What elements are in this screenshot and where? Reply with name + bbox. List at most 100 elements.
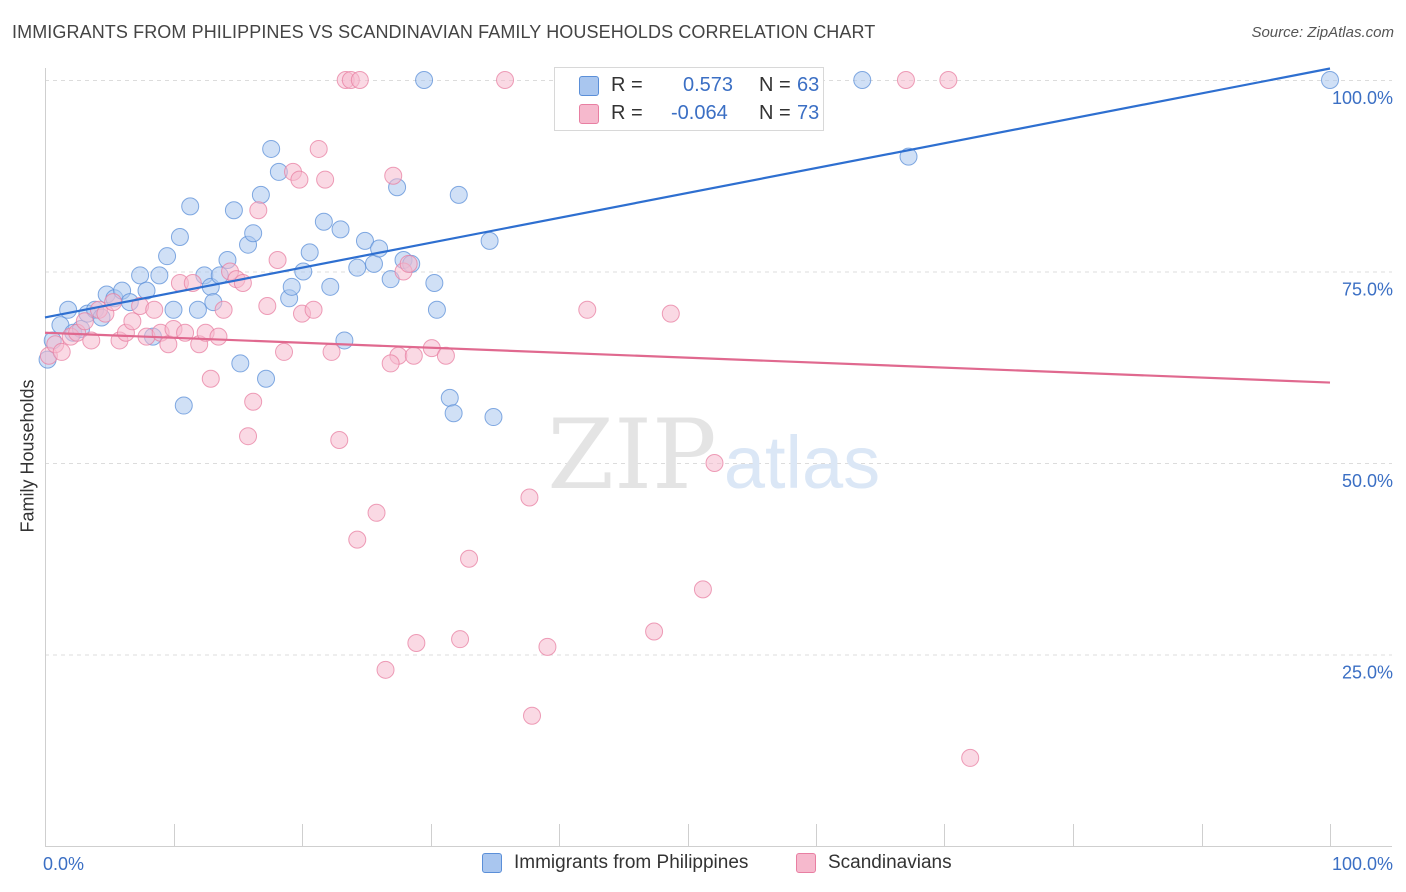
chart-title: IMMIGRANTS FROM PHILIPPINES VS SCANDINAV…: [12, 22, 876, 42]
trend-line-scandinavians: [44, 331, 1331, 384]
point-scandinavians: [145, 300, 164, 319]
point-scandinavians: [239, 427, 258, 446]
point-scandinavians: [290, 170, 309, 189]
point-philippines: [355, 231, 374, 250]
point-scandinavians: [961, 748, 980, 767]
point-philippines: [899, 147, 918, 166]
trend-lines: [44, 67, 1331, 384]
point-scandinavians: [330, 431, 349, 450]
watermark-atlas: atlas: [724, 421, 880, 504]
gridlines: [45, 80, 1392, 656]
point-philippines: [59, 300, 78, 319]
point-philippines: [188, 300, 207, 319]
point-philippines: [231, 354, 250, 373]
point-scandinavians: [645, 622, 664, 641]
point-philippines: [257, 369, 276, 388]
point-scandinavians: [244, 392, 263, 411]
point-philippines: [449, 185, 468, 204]
point-philippines: [331, 220, 350, 239]
point-scandinavians: [322, 342, 341, 361]
point-philippines: [150, 266, 169, 285]
point-philippines: [170, 228, 189, 247]
legend-r-value: 0.573: [683, 74, 734, 96]
point-philippines: [480, 231, 499, 250]
point-philippines: [364, 254, 383, 273]
point-scandinavians: [384, 166, 403, 185]
point-scandinavians: [578, 300, 597, 319]
point-scandinavians: [201, 369, 220, 388]
legend-r-label: R =: [611, 102, 643, 124]
tick-labels: 25.0% 50.0% 75.0% 100.0% 0.0% 100.0%: [43, 88, 1393, 874]
point-philippines: [244, 224, 263, 243]
point-philippines: [853, 71, 872, 89]
axes: [45, 68, 1392, 847]
point-scandinavians: [538, 637, 557, 656]
point-philippines: [224, 201, 243, 220]
point-scandinavians: [209, 327, 228, 346]
x-tick-label: 0.0%: [43, 854, 84, 874]
point-scandinavians: [214, 300, 233, 319]
point-scandinavians: [436, 346, 455, 365]
point-scandinavians: [75, 312, 94, 331]
point-scandinavians: [275, 342, 294, 361]
point-philippines: [137, 281, 156, 300]
point-philippines: [348, 258, 367, 277]
point-scandinavians: [123, 312, 142, 331]
point-philippines: [158, 247, 177, 266]
point-philippines: [131, 266, 150, 285]
y-tick-label: 25.0%: [1342, 663, 1393, 683]
point-philippines: [415, 71, 434, 89]
point-scandinavians: [376, 660, 395, 679]
point-scandinavians: [249, 201, 268, 220]
bottom-legend-swatch-scandinavians: [796, 853, 816, 873]
watermark: ZIP atlas: [547, 399, 880, 511]
point-philippines: [164, 300, 183, 319]
point-philippines: [300, 243, 319, 262]
point-philippines: [174, 396, 193, 415]
y-tick-label: 50.0%: [1342, 471, 1393, 491]
point-scandinavians: [304, 300, 323, 319]
bottom-legend-swatch-philippines: [482, 853, 502, 873]
point-scandinavians: [348, 530, 367, 549]
point-philippines: [440, 388, 459, 407]
point-scandinavians: [309, 139, 328, 158]
point-scandinavians: [407, 634, 426, 653]
point-scandinavians: [939, 71, 958, 89]
bottom-legend-label: Immigrants from Philippines: [514, 852, 749, 873]
y-tick-label: 100.0%: [1332, 88, 1393, 108]
point-philippines: [425, 273, 444, 292]
y-tick-label: 75.0%: [1342, 280, 1393, 300]
point-philippines: [282, 277, 301, 296]
legend-r-value: -0.064: [671, 102, 728, 124]
point-philippines: [314, 212, 333, 231]
y-axis-label: Family Households: [17, 379, 38, 533]
legend: R = 0.573 N = 63 R = -0.064 N = 73: [554, 67, 824, 131]
point-scandinavians: [404, 346, 423, 365]
legend-swatch-scandinavians: [579, 104, 599, 124]
legend-n-label: N =: [759, 102, 791, 124]
point-scandinavians: [82, 331, 101, 350]
bottom-legend-label: Scandinavians: [828, 852, 952, 873]
point-scandinavians: [451, 630, 470, 649]
point-philippines: [262, 139, 281, 158]
point-scandinavians: [258, 296, 277, 315]
point-scandinavians: [367, 503, 386, 522]
point-scandinavians: [350, 71, 369, 89]
legend-swatch-philippines: [579, 76, 599, 96]
legend-n-label: N =: [759, 74, 791, 96]
point-scandinavians: [399, 254, 418, 273]
source-label: Source: ZipAtlas.com: [1251, 24, 1394, 41]
legend-r-label: R =: [611, 74, 643, 96]
point-philippines: [444, 404, 463, 423]
point-philippines: [484, 408, 503, 427]
point-scandinavians: [268, 251, 287, 270]
legend-n-value: 73: [797, 102, 820, 124]
point-scandinavians: [381, 354, 400, 373]
point-philippines: [321, 277, 340, 296]
point-scandinavians: [520, 488, 539, 507]
point-scandinavians: [523, 706, 542, 725]
point-philippines: [427, 300, 446, 319]
point-scandinavians: [460, 549, 479, 568]
point-philippines: [1321, 71, 1339, 89]
